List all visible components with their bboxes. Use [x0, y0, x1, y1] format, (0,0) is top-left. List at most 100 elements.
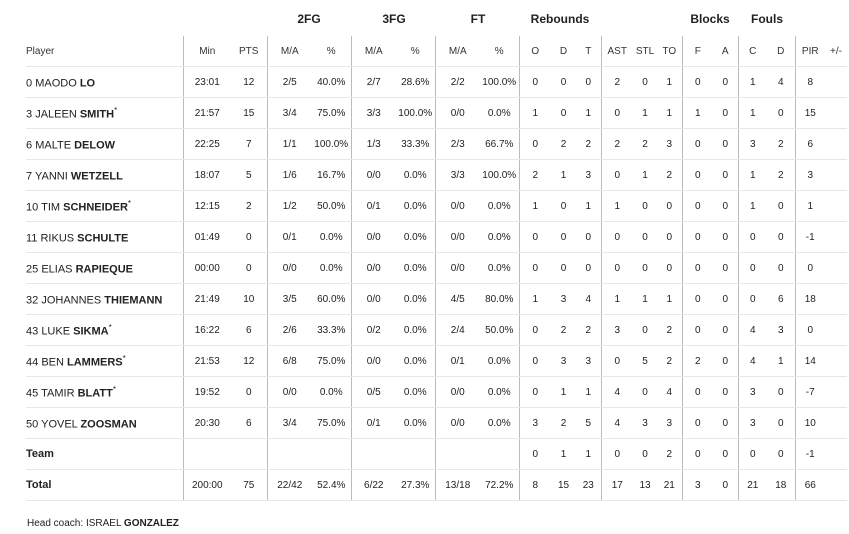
- cell-fg2-ma: 3/4: [266, 407, 312, 439]
- player-name[interactable]: 11 RIKUS SCHULTE: [26, 221, 183, 253]
- player-name[interactable]: 44 BEN LAMMERS*: [26, 345, 183, 377]
- cell-blk-f: 0: [681, 252, 713, 284]
- cell-fg3-ma: 0/0: [350, 283, 396, 315]
- cell-blk-f: 0: [681, 438, 713, 470]
- cell-reb-t: 4: [576, 283, 601, 315]
- cell-fg3-pct: 0.0%: [396, 314, 435, 346]
- col-header-plus-minus: +/-: [825, 36, 847, 67]
- cell-blk-a: 0: [713, 97, 738, 129]
- cell-fg2-pct: 50.0%: [312, 190, 351, 222]
- cell-reb-t: 0: [576, 66, 601, 98]
- cell-ast: 0: [600, 159, 633, 191]
- player-name[interactable]: 3 JALEEN SMITH*: [26, 97, 183, 129]
- cell-pts: [231, 438, 267, 470]
- player-name[interactable]: 45 TAMIR BLATT*: [26, 376, 183, 408]
- cell-fg3-ma: [350, 438, 396, 470]
- cell-ft-pct: 80.0%: [480, 283, 519, 315]
- cell-pts: 15: [231, 97, 267, 129]
- col-header-ft-ma: M/A: [434, 36, 480, 67]
- cell-plus-minus: [825, 314, 847, 346]
- player-name[interactable]: 7 YANNI WETZELL: [26, 159, 183, 191]
- cell-fg3-ma: 0/0: [350, 221, 396, 253]
- cell-fg2-ma: 6/8: [266, 345, 312, 377]
- cell-reb-d: 2: [551, 407, 576, 439]
- cell-ast: 0: [600, 345, 633, 377]
- player-number: 50: [26, 418, 39, 431]
- cell-min: 21:49: [182, 283, 231, 315]
- cell-fg3-ma: 6/22: [350, 469, 396, 501]
- cell-ast: 0: [600, 252, 633, 284]
- player-name[interactable]: 50 YOVEL ZOOSMAN: [26, 407, 183, 439]
- cell-blk-f: 0: [681, 407, 713, 439]
- cell-pts: 2: [231, 190, 267, 222]
- col-header-stl: STL: [633, 36, 657, 67]
- cell-pir: 6: [794, 128, 825, 160]
- player-number: 10: [26, 201, 39, 214]
- player-row: 45 TAMIR BLATT* 19:52 0 0/0 0.0% 0/5 0.0% 0/0 0.…: [26, 376, 847, 408]
- cell-foul-d: 0: [767, 438, 795, 470]
- cell-ft-pct: 0.0%: [480, 407, 519, 439]
- group-rebounds: Rebounds: [530, 12, 590, 26]
- header-row: Player Min PTS M/A% M/A% M/A% O D T AST STL TO F A C D P…: [26, 36, 847, 67]
- cell-plus-minus: [825, 469, 847, 501]
- cell-pts: 6: [231, 314, 267, 346]
- player-name[interactable]: 0 MAODO LO: [26, 66, 183, 98]
- cell-to: 3: [657, 407, 682, 439]
- cell-fg3-pct: 33.3%: [396, 128, 435, 160]
- cell-ft-pct: 0.0%: [480, 97, 519, 129]
- cell-reb-o: 2: [518, 159, 551, 191]
- player-number: 25: [26, 263, 39, 276]
- cell-blk-a: 0: [713, 407, 738, 439]
- cell-blk-a: 0: [713, 66, 738, 98]
- player-name[interactable]: 25 ELIAS RAPIEQUE: [26, 252, 183, 284]
- cell-pir: 0: [794, 252, 825, 284]
- cell-stl: 0: [633, 438, 657, 470]
- cell-ft-ma: 0/1: [434, 345, 480, 377]
- cell-reb-t: 5: [576, 407, 601, 439]
- cell-fg3-pct: 100.0%: [396, 97, 435, 129]
- player-name[interactable]: 6 MALTE DELOW: [26, 128, 183, 160]
- cell-reb-o: 1: [518, 283, 551, 315]
- col-header-reb-d: D: [551, 36, 576, 67]
- cell-to: 0: [657, 252, 682, 284]
- cell-reb-o: 3: [518, 407, 551, 439]
- player-last-name: SIKMA: [73, 325, 109, 338]
- cell-ft-pct: 72.2%: [480, 469, 519, 501]
- cell-ast: 0: [600, 221, 633, 253]
- player-name[interactable]: 43 LUKE SIKMA*: [26, 314, 183, 346]
- cell-foul-d: 3: [767, 314, 795, 346]
- player-first-name: ELIAS: [41, 263, 73, 276]
- cell-fg3-pct: 28.6%: [396, 66, 435, 98]
- cell-fg2-pct: 100.0%: [312, 128, 351, 160]
- cell-fg2-ma: 3/4: [266, 97, 312, 129]
- player-first-name: MAODO: [35, 77, 77, 90]
- cell-min: 12:15: [182, 190, 231, 222]
- player-last-name: LO: [79, 77, 96, 90]
- player-first-name: JOHANNES: [41, 294, 102, 307]
- cell-to: 1: [657, 97, 682, 129]
- player-name[interactable]: 10 TIM SCHNEIDER*: [26, 190, 183, 222]
- cell-reb-o: 1: [518, 97, 551, 129]
- cell-pir: 18: [794, 283, 825, 315]
- col-header-reb-t: T: [576, 36, 601, 67]
- cell-min: 22:25: [182, 128, 231, 160]
- cell-fg3-ma: 0/1: [350, 407, 396, 439]
- cell-foul-d: 0: [767, 190, 795, 222]
- cell-reb-d: 15: [551, 469, 576, 501]
- player-name[interactable]: 32 JOHANNES THIEMANN: [26, 283, 183, 315]
- total-row: Total 200:00 75 22/42 52.4% 6/22 27.3% 13/18 72.…: [26, 469, 847, 501]
- cell-plus-minus: [825, 438, 847, 470]
- cell-blk-f: 0: [681, 159, 713, 191]
- cell-fg2-ma: 1/6: [266, 159, 312, 191]
- col-header-fg2-pct: %: [312, 36, 351, 67]
- cell-pir: 0: [794, 314, 825, 346]
- cell-fg2-ma: 0/0: [266, 376, 312, 408]
- cell-fg2-ma: 22/42: [266, 469, 312, 501]
- cell-ft-ma: 2/3: [434, 128, 480, 160]
- cell-reb-t: 3: [576, 345, 601, 377]
- cell-fg2-pct: 75.0%: [312, 407, 351, 439]
- cell-ft-ma: 2/4: [434, 314, 480, 346]
- cell-fg2-ma: 2/5: [266, 66, 312, 98]
- cell-reb-t: 2: [576, 128, 601, 160]
- cell-blk-f: 2: [681, 345, 713, 377]
